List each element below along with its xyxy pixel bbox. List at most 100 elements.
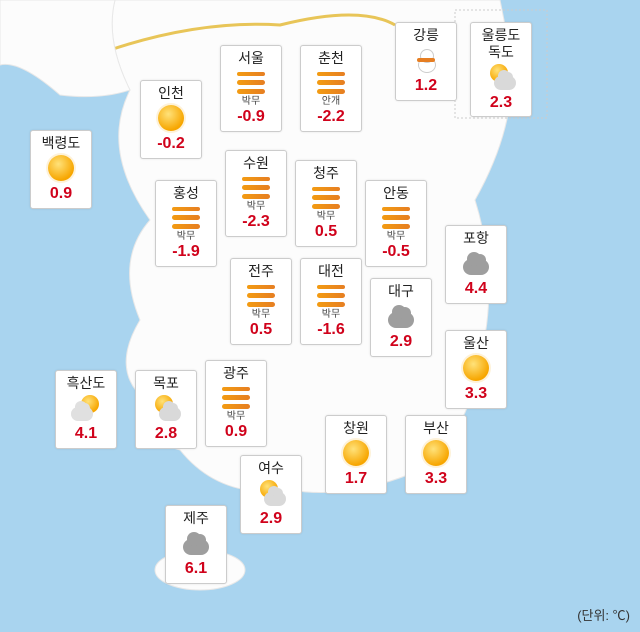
snowman-icon <box>413 47 439 73</box>
city-temperature: -0.2 <box>143 134 199 155</box>
haze-icon <box>317 72 345 94</box>
haze-icon <box>237 72 265 94</box>
city-temperature: -1.6 <box>303 320 359 341</box>
weather-icon-wrap <box>168 529 224 557</box>
weather-icon-wrap <box>298 184 354 212</box>
cloudy-icon <box>181 531 211 555</box>
city-name: 강릉 <box>398 27 454 44</box>
city-name: 인천 <box>143 85 199 102</box>
city-temperature: 2.8 <box>138 424 194 445</box>
city-temperature: 3.3 <box>448 384 504 405</box>
sun-cloud-icon <box>256 480 286 506</box>
city-name: 울산 <box>448 335 504 352</box>
weather-icon-wrap <box>448 249 504 277</box>
city-condition-label: 박무 <box>233 310 289 320</box>
city-name: 서울 <box>223 50 279 67</box>
haze-icon <box>382 207 410 229</box>
weather-icon-wrap <box>58 394 114 422</box>
sun-icon <box>423 440 449 466</box>
haze-icon <box>242 177 270 199</box>
city-name: 광주 <box>208 365 264 382</box>
city-card-daejeon: 대전박무-1.6 <box>300 258 362 345</box>
city-name: 홍성 <box>158 185 214 202</box>
city-condition-label: 박무 <box>303 310 359 320</box>
city-card-incheon: 인천 -0.2 <box>140 80 202 159</box>
city-card-yeosu: 여수2.9 <box>240 455 302 534</box>
weather-icon-wrap <box>373 302 429 330</box>
weather-icon-wrap <box>448 354 504 382</box>
weather-icon-wrap <box>243 479 299 507</box>
city-name: 여수 <box>243 460 299 477</box>
weather-icon-wrap <box>208 384 264 412</box>
city-name: 안동 <box>368 185 424 202</box>
city-temperature: 4.4 <box>448 279 504 300</box>
weather-icon-wrap <box>408 439 464 467</box>
city-temperature: 2.3 <box>473 93 529 114</box>
haze-icon <box>247 285 275 307</box>
city-temperature: 6.1 <box>168 559 224 580</box>
city-name: 창원 <box>328 420 384 437</box>
city-name: 울릉도 독도 <box>473 27 529 61</box>
city-card-suwon: 수원박무-2.3 <box>225 150 287 237</box>
city-temperature: -0.5 <box>368 242 424 263</box>
city-temperature: -2.3 <box>228 212 284 233</box>
weather-icon-wrap <box>143 104 199 132</box>
cloudy-icon <box>461 251 491 275</box>
city-condition-label: 박무 <box>228 202 284 212</box>
sun-cloud-icon <box>486 64 516 90</box>
city-name: 청주 <box>298 165 354 182</box>
cloud-sun-icon <box>71 395 101 421</box>
haze-icon <box>312 187 340 209</box>
city-card-heuksan: 흑산도4.1 <box>55 370 117 449</box>
city-condition-label: 박무 <box>298 212 354 222</box>
weather-icon-wrap <box>138 394 194 422</box>
city-card-andong: 안동박무-0.5 <box>365 180 427 267</box>
city-name: 제주 <box>168 510 224 527</box>
city-temperature: 0.9 <box>208 422 264 443</box>
city-name: 춘천 <box>303 50 359 67</box>
weather-icon-wrap <box>398 46 454 74</box>
city-card-busan: 부산3.3 <box>405 415 467 494</box>
weather-icon-wrap <box>328 439 384 467</box>
city-temperature: 0.5 <box>233 320 289 341</box>
city-temperature: -0.9 <box>223 107 279 128</box>
city-condition-label: 박무 <box>223 97 279 107</box>
city-temperature: 3.3 <box>408 469 464 490</box>
city-card-pohang: 포항 4.4 <box>445 225 507 304</box>
sun-icon <box>343 440 369 466</box>
city-temperature: 0.9 <box>33 184 89 205</box>
city-card-gangneung: 강릉1.2 <box>395 22 457 101</box>
city-card-changwon: 창원 1.7 <box>325 415 387 494</box>
weather-icon-wrap <box>233 282 289 310</box>
weather-icon-wrap <box>473 63 529 91</box>
haze-icon <box>172 207 200 229</box>
city-card-ulsan: 울산 3.3 <box>445 330 507 409</box>
sun-icon <box>463 355 489 381</box>
city-card-chuncheon: 춘천안개-2.2 <box>300 45 362 132</box>
city-card-baengnyeong: 백령도0.9 <box>30 130 92 209</box>
city-condition-label: 안개 <box>303 97 359 107</box>
city-card-seoul: 서울박무-0.9 <box>220 45 282 132</box>
city-temperature: 2.9 <box>373 332 429 353</box>
city-card-gwangju: 광주박무0.9 <box>205 360 267 447</box>
city-temperature: 0.5 <box>298 222 354 243</box>
haze-icon <box>317 285 345 307</box>
city-card-mokpo: 목포2.8 <box>135 370 197 449</box>
city-card-jeju: 제주 6.1 <box>165 505 227 584</box>
unit-label: (단위: ℃) <box>577 605 630 624</box>
city-temperature: -2.2 <box>303 107 359 128</box>
city-card-daegu: 대구2.9 <box>370 278 432 357</box>
city-name: 포항 <box>448 230 504 247</box>
sun-icon <box>158 105 184 131</box>
sun-icon <box>48 155 74 181</box>
city-temperature: 4.1 <box>58 424 114 445</box>
city-card-hongseong: 홍성박무-1.9 <box>155 180 217 267</box>
weather-icon-wrap <box>303 282 359 310</box>
city-condition-label: 박무 <box>208 412 264 422</box>
haze-icon <box>222 387 250 409</box>
weather-icon-wrap <box>158 204 214 232</box>
weather-icon-wrap <box>223 69 279 97</box>
city-card-ulleung: 울릉도 독도 2.3 <box>470 22 532 117</box>
city-condition-label: 박무 <box>158 232 214 242</box>
city-temperature: 1.7 <box>328 469 384 490</box>
